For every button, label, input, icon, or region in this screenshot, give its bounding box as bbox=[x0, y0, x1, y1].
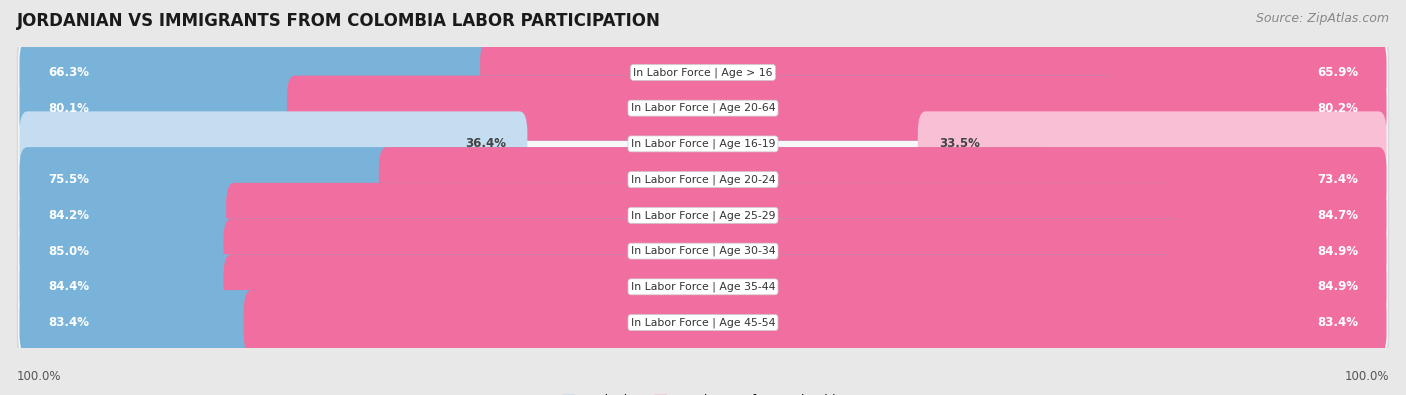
Text: 84.7%: 84.7% bbox=[1317, 209, 1358, 222]
FancyBboxPatch shape bbox=[18, 249, 1388, 324]
FancyBboxPatch shape bbox=[17, 102, 1389, 186]
FancyBboxPatch shape bbox=[226, 183, 1386, 248]
Text: 80.1%: 80.1% bbox=[48, 102, 89, 115]
Text: 66.3%: 66.3% bbox=[48, 66, 89, 79]
FancyBboxPatch shape bbox=[17, 280, 1389, 365]
Text: 83.4%: 83.4% bbox=[1317, 316, 1358, 329]
Text: 100.0%: 100.0% bbox=[1344, 370, 1389, 383]
FancyBboxPatch shape bbox=[224, 254, 1386, 320]
FancyBboxPatch shape bbox=[18, 285, 1388, 360]
Text: 100.0%: 100.0% bbox=[17, 370, 62, 383]
FancyBboxPatch shape bbox=[17, 209, 1389, 293]
FancyBboxPatch shape bbox=[20, 75, 1118, 141]
FancyBboxPatch shape bbox=[20, 254, 1175, 320]
FancyBboxPatch shape bbox=[17, 245, 1389, 329]
FancyBboxPatch shape bbox=[287, 75, 1386, 141]
FancyBboxPatch shape bbox=[479, 40, 1386, 105]
FancyBboxPatch shape bbox=[20, 183, 1173, 248]
FancyBboxPatch shape bbox=[918, 111, 1386, 177]
FancyBboxPatch shape bbox=[18, 35, 1388, 110]
Text: In Labor Force | Age 30-34: In Labor Force | Age 30-34 bbox=[631, 246, 775, 256]
Text: 84.9%: 84.9% bbox=[1317, 245, 1358, 258]
FancyBboxPatch shape bbox=[20, 290, 1163, 355]
FancyBboxPatch shape bbox=[18, 142, 1388, 217]
Text: 36.4%: 36.4% bbox=[465, 137, 506, 150]
FancyBboxPatch shape bbox=[18, 178, 1388, 253]
Text: 84.9%: 84.9% bbox=[1317, 280, 1358, 293]
FancyBboxPatch shape bbox=[17, 66, 1389, 150]
Text: In Labor Force | Age > 16: In Labor Force | Age > 16 bbox=[633, 67, 773, 78]
FancyBboxPatch shape bbox=[17, 137, 1389, 222]
Text: In Labor Force | Age 25-29: In Labor Force | Age 25-29 bbox=[631, 210, 775, 221]
FancyBboxPatch shape bbox=[18, 214, 1388, 289]
Text: In Labor Force | Age 16-19: In Labor Force | Age 16-19 bbox=[631, 139, 775, 149]
FancyBboxPatch shape bbox=[18, 106, 1388, 181]
FancyBboxPatch shape bbox=[20, 40, 931, 105]
FancyBboxPatch shape bbox=[20, 147, 1056, 212]
Text: In Labor Force | Age 35-44: In Labor Force | Age 35-44 bbox=[631, 282, 775, 292]
FancyBboxPatch shape bbox=[378, 147, 1386, 212]
Text: In Labor Force | Age 20-24: In Labor Force | Age 20-24 bbox=[631, 174, 775, 185]
FancyBboxPatch shape bbox=[243, 290, 1386, 355]
FancyBboxPatch shape bbox=[20, 111, 527, 177]
Text: In Labor Force | Age 45-54: In Labor Force | Age 45-54 bbox=[631, 317, 775, 328]
Text: 84.2%: 84.2% bbox=[48, 209, 89, 222]
Text: In Labor Force | Age 20-64: In Labor Force | Age 20-64 bbox=[631, 103, 775, 113]
Text: 65.9%: 65.9% bbox=[1317, 66, 1358, 79]
Text: JORDANIAN VS IMMIGRANTS FROM COLOMBIA LABOR PARTICIPATION: JORDANIAN VS IMMIGRANTS FROM COLOMBIA LA… bbox=[17, 12, 661, 30]
Text: 85.0%: 85.0% bbox=[48, 245, 89, 258]
Text: 80.2%: 80.2% bbox=[1317, 102, 1358, 115]
Text: 84.4%: 84.4% bbox=[48, 280, 89, 293]
FancyBboxPatch shape bbox=[20, 218, 1184, 284]
Legend: Jordanian, Immigrants from Colombia: Jordanian, Immigrants from Colombia bbox=[562, 394, 844, 395]
Text: 83.4%: 83.4% bbox=[48, 316, 89, 329]
FancyBboxPatch shape bbox=[17, 173, 1389, 258]
FancyBboxPatch shape bbox=[18, 71, 1388, 146]
Text: Source: ZipAtlas.com: Source: ZipAtlas.com bbox=[1256, 12, 1389, 25]
Text: 75.5%: 75.5% bbox=[48, 173, 89, 186]
FancyBboxPatch shape bbox=[17, 30, 1389, 115]
Text: 33.5%: 33.5% bbox=[939, 137, 980, 150]
FancyBboxPatch shape bbox=[224, 218, 1386, 284]
Text: 73.4%: 73.4% bbox=[1317, 173, 1358, 186]
